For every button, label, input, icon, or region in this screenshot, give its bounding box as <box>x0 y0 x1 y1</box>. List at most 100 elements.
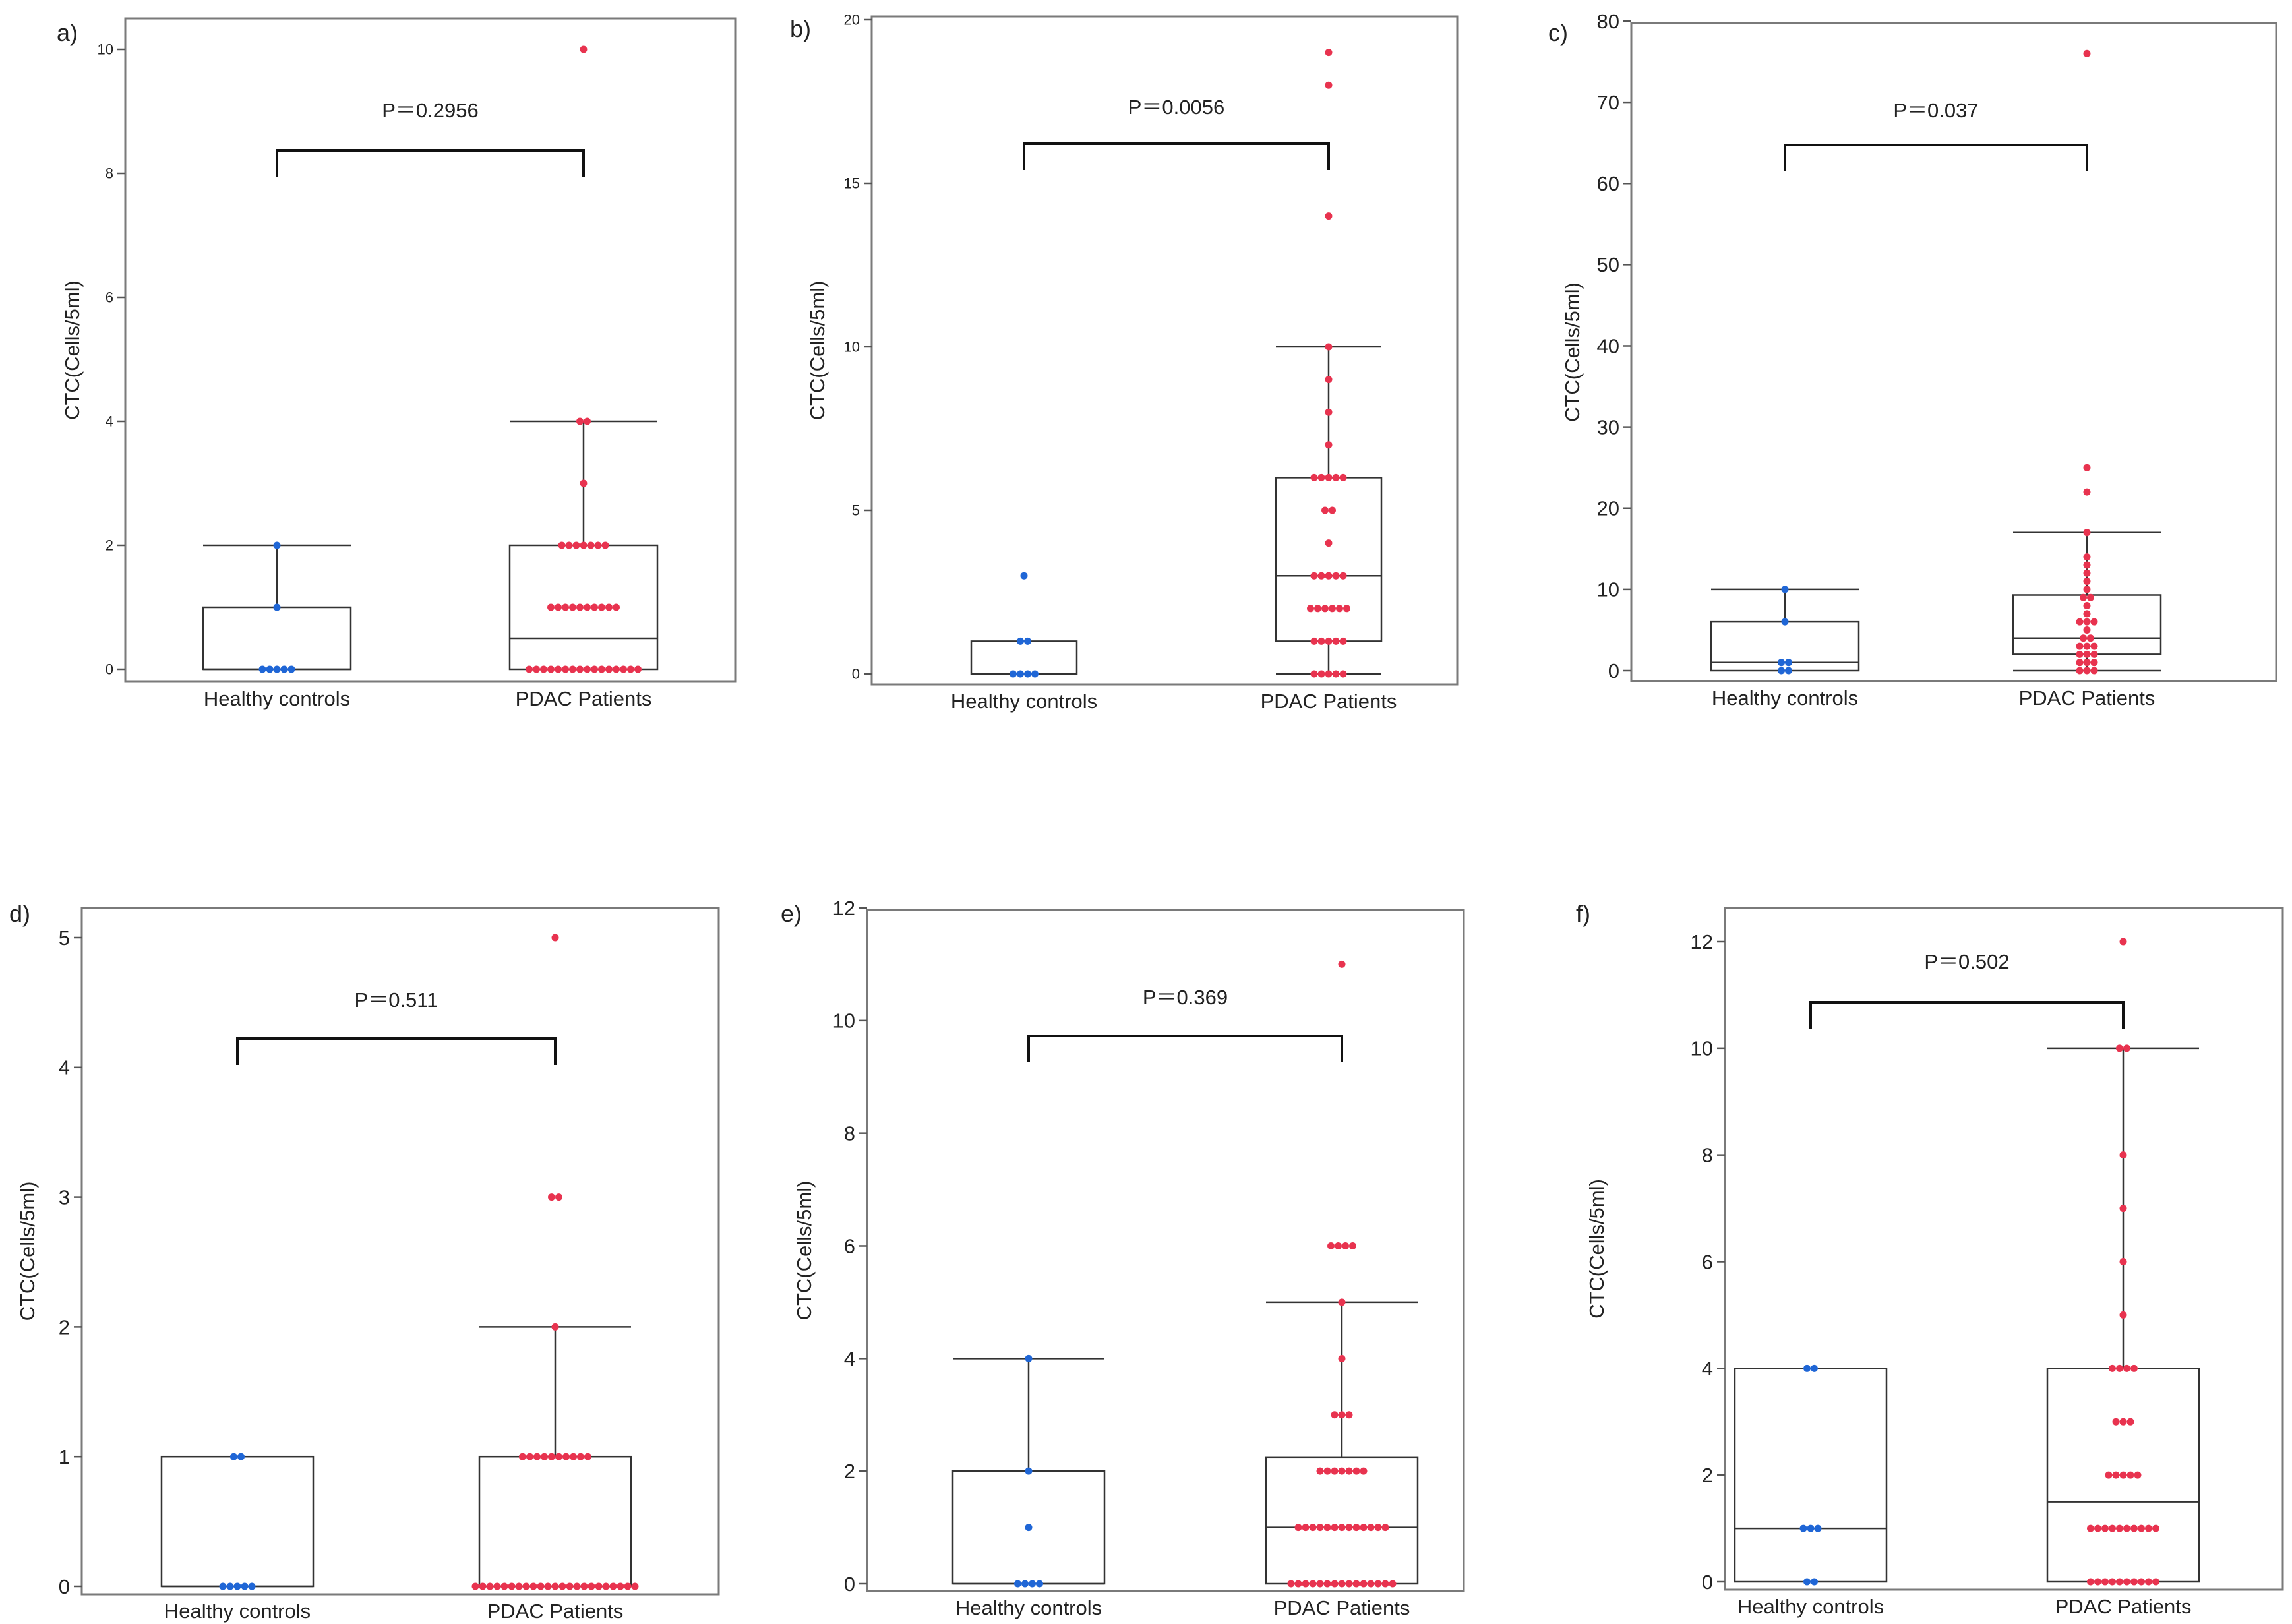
x-category-label: Healthy controls <box>1712 686 1858 709</box>
data-point <box>1325 376 1333 384</box>
data-point <box>508 1582 516 1590</box>
data-point <box>1036 1580 1043 1588</box>
data-point <box>1316 1580 1324 1588</box>
data-point <box>555 665 562 673</box>
data-point <box>2076 667 2084 675</box>
data-point <box>1325 81 1333 89</box>
data-point <box>580 479 588 487</box>
y-axis-label: CTC(Cells/5ml) <box>16 1182 39 1321</box>
chart-panel-f: 0 2 4 6 8 10 12 f) CTC(Cells/5ml) Healthy control… <box>1576 900 2284 1618</box>
data-point <box>2080 593 2087 601</box>
significance-bracket <box>1809 1001 2125 1029</box>
data-point <box>601 541 609 549</box>
chart-panel-e: 0 2 4 6 8 10 12 e) CTC(Cells/5ml) Healthy control… <box>781 897 1465 1619</box>
data-point <box>587 541 595 549</box>
data-point <box>2083 618 2091 626</box>
p-value-label: P＝0.2956 <box>382 99 479 122</box>
plot-frame <box>866 909 1465 1592</box>
y-tick-label: 2 <box>106 537 113 554</box>
data-point <box>1352 1467 1360 1475</box>
data-point <box>1294 1524 1302 1532</box>
data-point <box>1331 1580 1339 1588</box>
significance-bracket <box>1027 1035 1343 1062</box>
data-point <box>273 603 281 611</box>
data-point <box>2112 1471 2120 1479</box>
y-axis-label: CTC(Cells/5ml) <box>793 1181 816 1321</box>
data-point <box>2087 1524 2094 1532</box>
y-tick-label: 50 <box>1597 253 1619 276</box>
data-point <box>1014 1580 1021 1588</box>
data-point <box>547 603 555 611</box>
data-point <box>1323 1467 1331 1475</box>
plot-frame <box>80 907 720 1596</box>
data-point <box>1332 637 1340 645</box>
data-point <box>591 603 598 611</box>
data-point <box>500 1582 508 1590</box>
data-point <box>580 1582 588 1590</box>
data-point <box>1327 1242 1335 1249</box>
y-tick-label: 6 <box>1702 1250 1713 1273</box>
data-point <box>1329 605 1336 613</box>
y-tick-label: 4 <box>844 1347 855 1370</box>
data-point <box>2138 1578 2145 1586</box>
data-point <box>471 1582 479 1590</box>
x-category-label: Healthy controls <box>164 1600 311 1623</box>
significance-bracket <box>1784 144 2088 171</box>
y-tick-label: 20 <box>844 12 860 28</box>
data-point <box>1302 1580 1310 1588</box>
y-tick-label: 5 <box>852 502 860 519</box>
data-point <box>2152 1578 2159 1586</box>
data-point <box>248 1582 256 1590</box>
y-tick-label: 2 <box>1702 1464 1713 1487</box>
data-point <box>2087 1578 2094 1586</box>
data-point <box>1331 1524 1339 1532</box>
data-point <box>226 1582 234 1590</box>
data-point <box>2119 1205 2127 1213</box>
y-tick-label: 80 <box>1597 10 1619 33</box>
y-tick-label: 0 <box>1608 659 1619 682</box>
data-point <box>1325 473 1333 481</box>
data-point <box>2090 659 2098 667</box>
data-point <box>486 1582 494 1590</box>
data-point <box>1325 539 1333 547</box>
data-point <box>1309 1524 1317 1532</box>
data-point <box>1374 1524 1382 1532</box>
box-iqr <box>160 1455 315 1588</box>
data-point <box>1785 667 1792 675</box>
x-category-label: PDAC Patients <box>2019 686 2156 709</box>
data-point <box>591 665 598 673</box>
p-value-label: P＝0.511 <box>355 988 438 1011</box>
data-point <box>584 1453 591 1460</box>
data-point <box>529 1582 537 1590</box>
data-point <box>1310 572 1318 580</box>
data-point <box>2130 1364 2138 1372</box>
data-point <box>1367 1580 1375 1588</box>
data-point <box>258 665 266 673</box>
data-point <box>613 603 620 611</box>
data-point <box>1338 1524 1346 1532</box>
data-point <box>1339 670 1347 678</box>
data-point <box>2076 650 2084 658</box>
box-iqr <box>1275 477 1383 642</box>
data-point <box>266 665 274 673</box>
data-point <box>2112 1418 2120 1426</box>
data-point <box>1325 408 1333 416</box>
data-point <box>2094 1524 2101 1532</box>
panel-letter: e) <box>781 900 802 927</box>
data-point <box>2090 650 2098 658</box>
data-point <box>537 1582 545 1590</box>
data-point <box>631 1582 639 1590</box>
data-point <box>2083 488 2091 496</box>
data-point <box>584 665 591 673</box>
data-point <box>280 665 288 673</box>
data-point <box>2109 1364 2116 1372</box>
data-point <box>2083 464 2091 471</box>
data-point <box>1309 1580 1317 1588</box>
data-point <box>2152 1524 2159 1532</box>
y-tick-label: 0 <box>844 1573 855 1596</box>
data-point <box>576 665 584 673</box>
data-point <box>576 417 584 425</box>
x-category-label: Healthy controls <box>951 690 1097 713</box>
data-point <box>1321 506 1329 514</box>
data-point <box>609 1582 617 1590</box>
